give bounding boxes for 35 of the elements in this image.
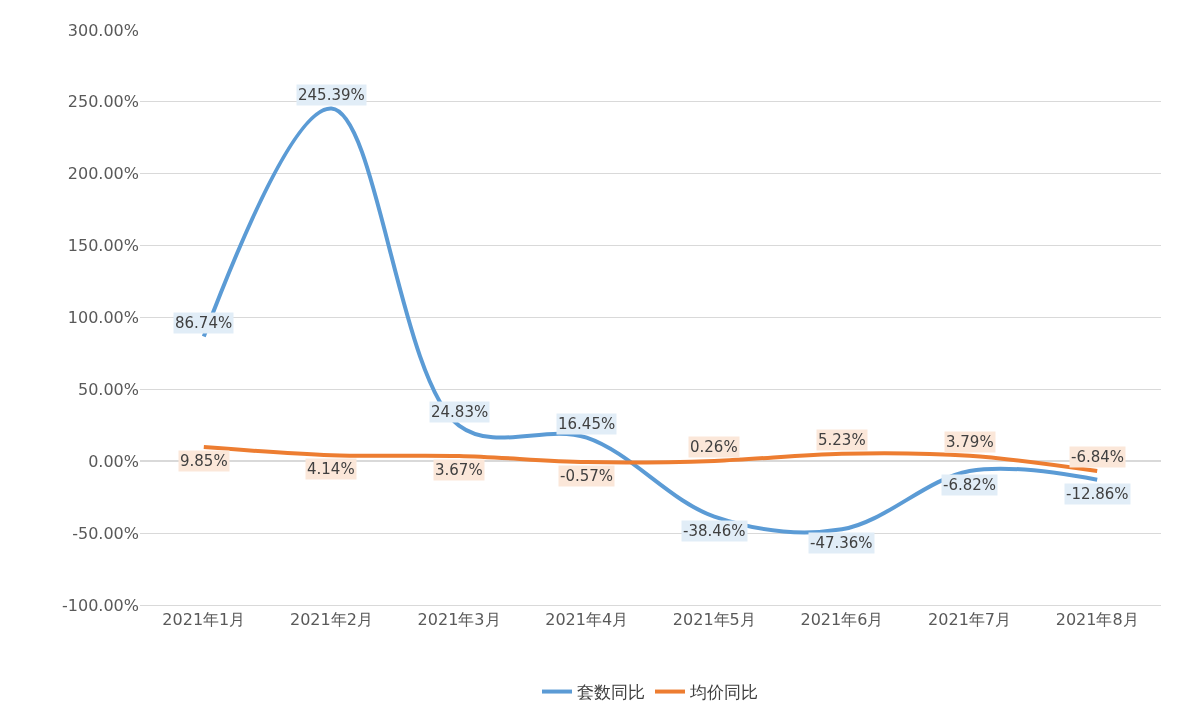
data-label: 24.83% bbox=[431, 403, 489, 421]
x-tick-label: 2021年8月 bbox=[1055, 610, 1139, 630]
y-tick-label: -100.00% bbox=[62, 595, 139, 615]
data-label: 245.39% bbox=[298, 86, 365, 104]
data-label: 0.26% bbox=[690, 438, 738, 456]
y-tick-label: 150.00% bbox=[67, 236, 139, 256]
data-label: 86.74% bbox=[175, 314, 233, 332]
data-label: -38.46% bbox=[683, 522, 746, 540]
data-label: -6.84% bbox=[1071, 448, 1125, 466]
x-tick-label: 2021年7月 bbox=[928, 610, 1012, 630]
data-label: 3.79% bbox=[946, 433, 994, 451]
y-tick-label: 100.00% bbox=[67, 308, 139, 328]
x-tick-label: 2021年2月 bbox=[289, 610, 373, 630]
data-label: -0.57% bbox=[560, 467, 614, 485]
legend-label: 套数同比 bbox=[577, 682, 645, 703]
data-label: -6.82% bbox=[943, 476, 997, 494]
y-tick-label: 300.00% bbox=[67, 20, 139, 40]
x-tick-label: 2021年6月 bbox=[800, 610, 884, 630]
legend-label: 均价同比 bbox=[689, 682, 758, 703]
y-tick-label: 200.00% bbox=[67, 164, 139, 184]
x-tick-label: 2021年1月 bbox=[162, 610, 246, 630]
y-tick-label: 50.00% bbox=[77, 379, 139, 399]
x-tick-label: 2021年4月 bbox=[545, 610, 629, 630]
data-label: 4.14% bbox=[307, 460, 355, 478]
data-label: 9.85% bbox=[180, 452, 228, 470]
data-label: 5.23% bbox=[818, 431, 866, 449]
data-label: -12.86% bbox=[1066, 485, 1129, 503]
data-label: 3.67% bbox=[435, 461, 483, 479]
y-tick-label: 250.00% bbox=[67, 92, 139, 112]
y-tick-label: 0.00% bbox=[88, 451, 139, 471]
data-label: -47.36% bbox=[810, 534, 873, 552]
x-tick-label: 2021年5月 bbox=[672, 610, 756, 630]
data-label: 16.45% bbox=[558, 415, 616, 433]
x-tick-label: 2021年3月 bbox=[417, 610, 501, 630]
y-tick-label: -50.00% bbox=[72, 523, 139, 543]
